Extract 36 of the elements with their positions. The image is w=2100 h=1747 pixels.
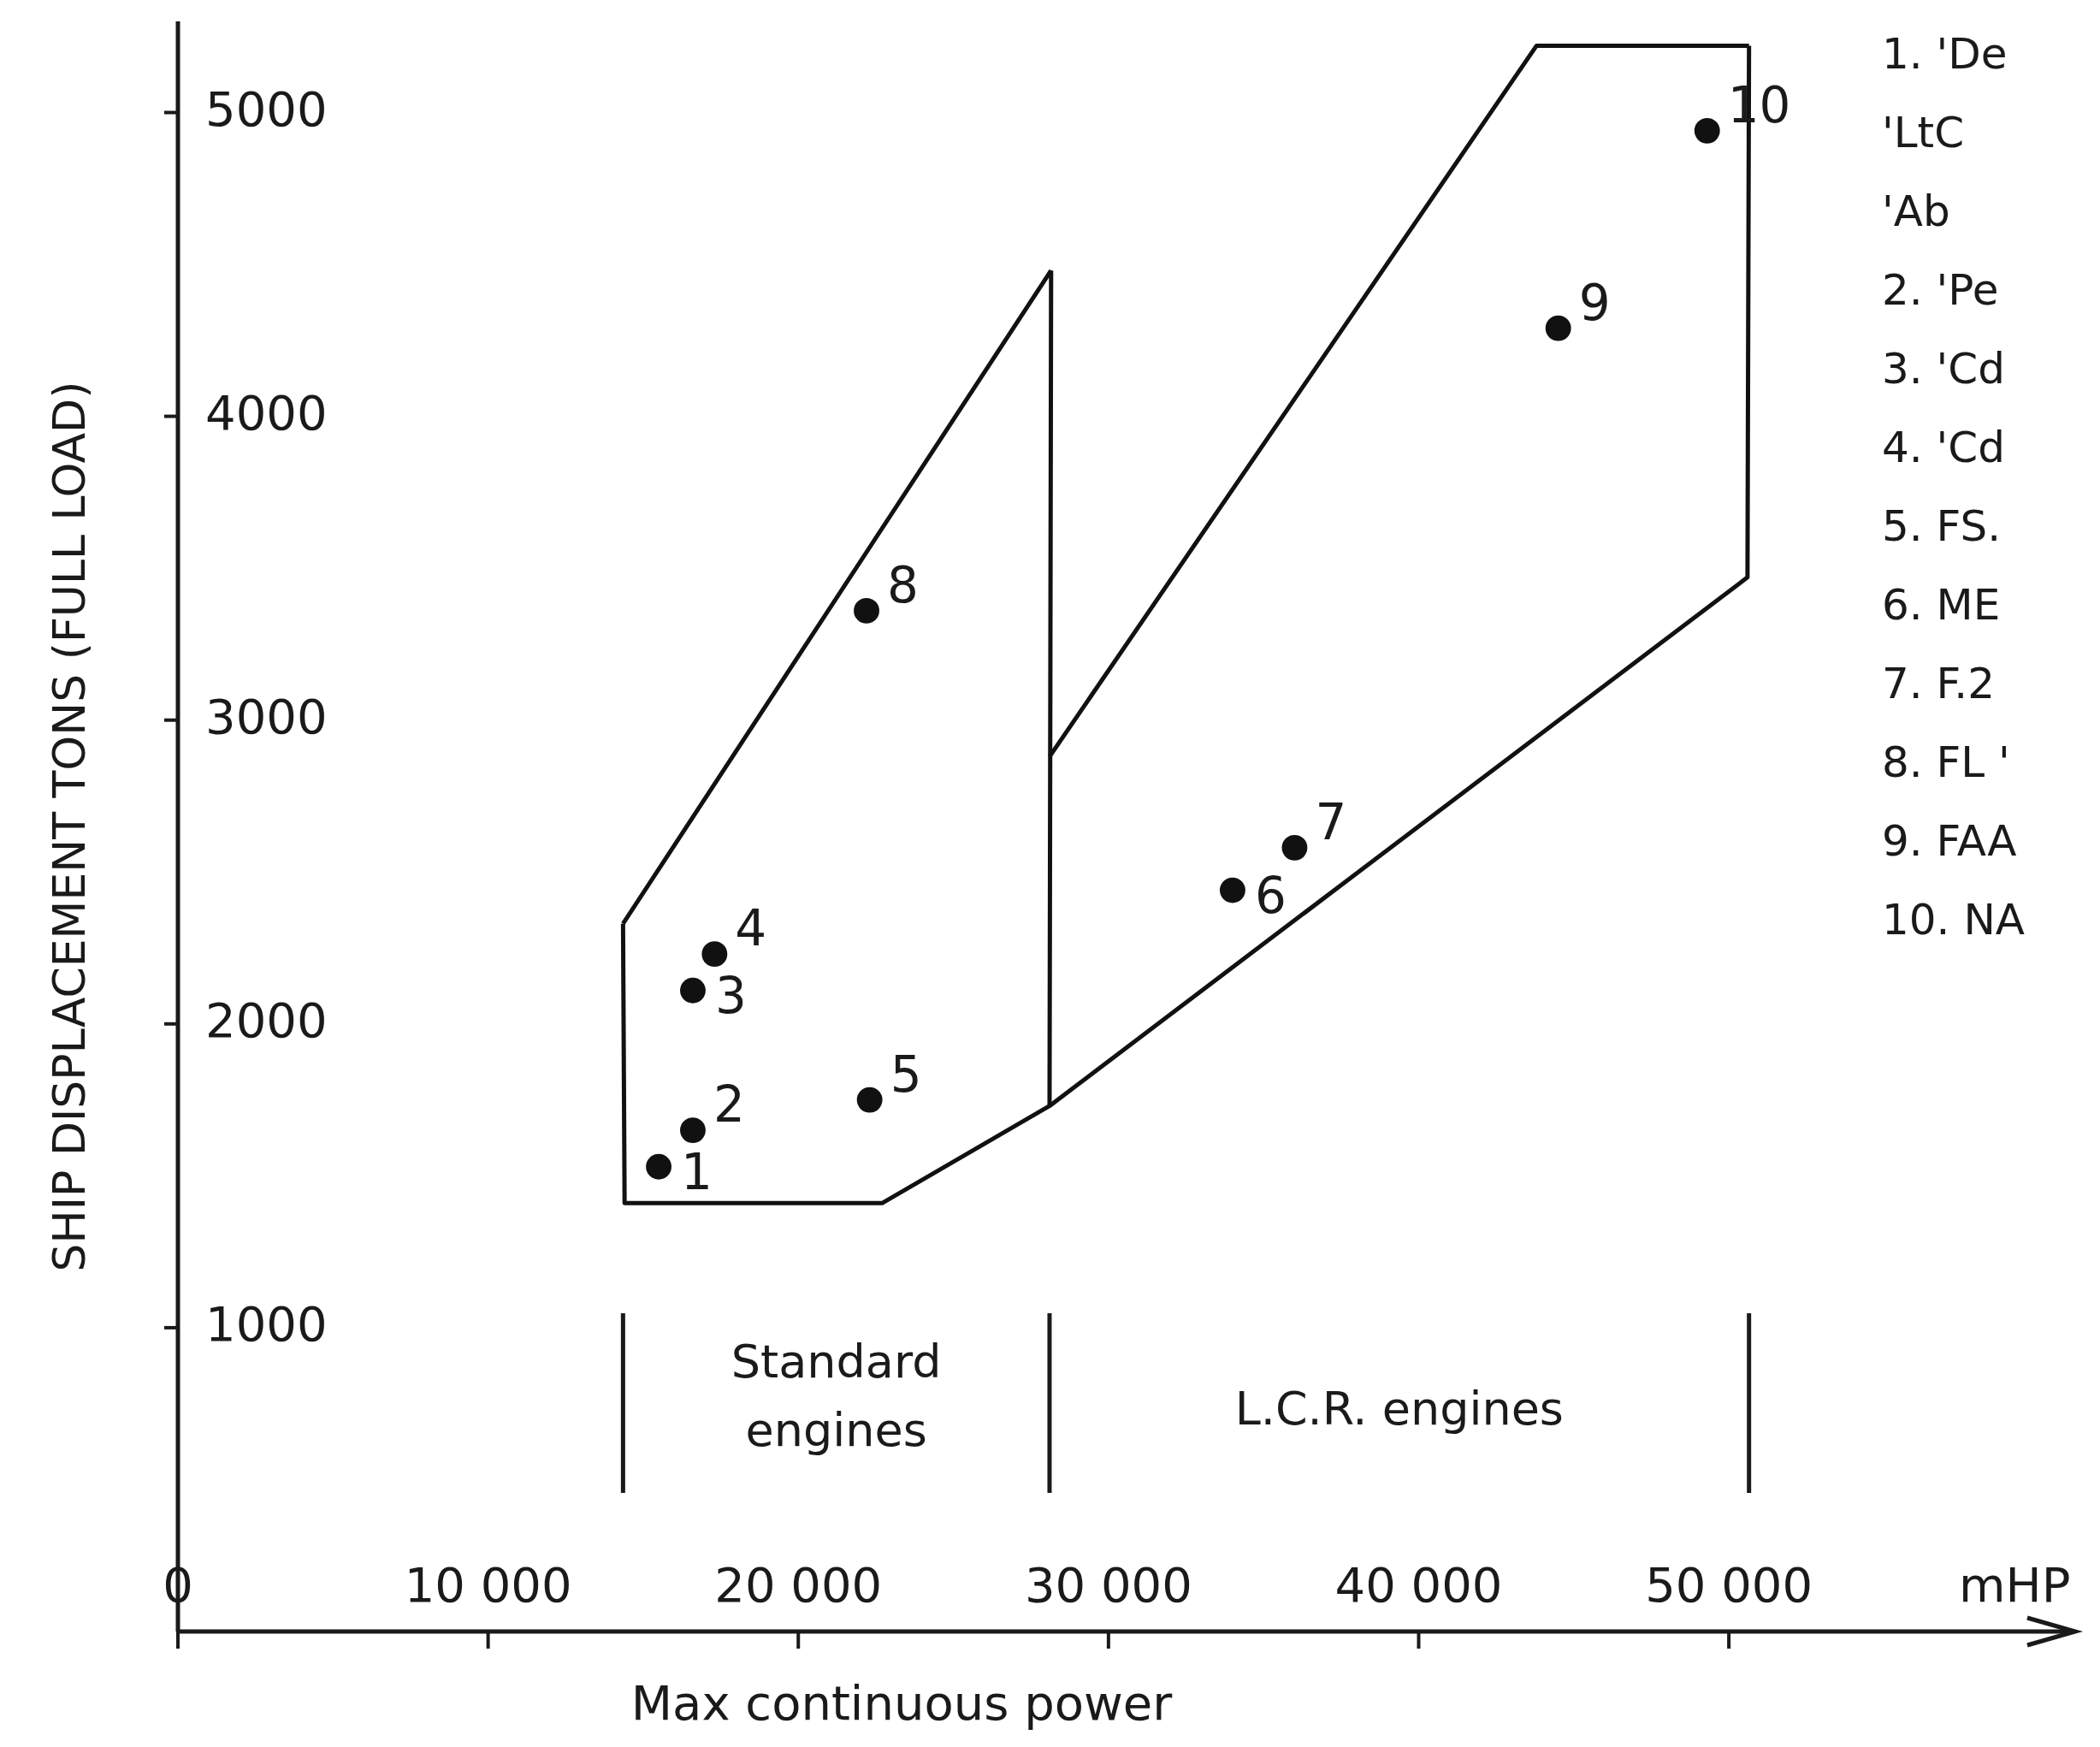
annotation: 2. 'Pe — [1882, 265, 1999, 315]
annotation: mHP — [1959, 1557, 2071, 1613]
annotation: 9. FAA — [1882, 816, 2017, 866]
annotation: 10. NA — [1882, 895, 2026, 945]
annotation: 4. 'Cd — [1882, 423, 2005, 472]
annotation: 8 — [887, 555, 919, 614]
x-tick-label: 50 000 — [1645, 1557, 1813, 1613]
annotation: 6. ME — [1882, 580, 2001, 630]
x-axis-title: Max continuous power — [630, 1675, 1174, 1731]
annotation: 6 — [1254, 866, 1287, 925]
y-tick-label: 5000 — [205, 80, 328, 137]
annotation: 1 — [681, 1142, 713, 1201]
annotation: L.C.R. engines — [1234, 1382, 1565, 1436]
annotation: 'Ab — [1882, 187, 1950, 236]
annotation: 1. 'De — [1882, 29, 2008, 79]
annotation: 3 — [714, 966, 747, 1025]
y-tick-label: 1000 — [205, 1296, 328, 1353]
x-tick-label: 40 000 — [1334, 1557, 1503, 1613]
x-tick-label: 10 000 — [404, 1557, 572, 1613]
annotation: 7. F.2 — [1882, 659, 1996, 708]
y-tick-label: 3000 — [205, 688, 328, 744]
annotation: 8. FL ' — [1882, 737, 2010, 787]
annotation: 3. 'Cd — [1882, 344, 2005, 394]
x-tick-label: 20 000 — [714, 1557, 883, 1613]
annotation: 'LtC — [1882, 108, 1965, 157]
annotation: Standard engines — [731, 1335, 942, 1457]
annotation: 4 — [735, 899, 767, 958]
annotation: 7 — [1315, 792, 1347, 851]
x-tick-label: 30 000 — [1024, 1557, 1192, 1613]
annotation: 5. FS. — [1882, 501, 2002, 551]
annotation: 5 — [890, 1045, 922, 1104]
y-axis-title: SHIP DISPLACEMENT TONS (FULL LOAD) — [44, 381, 95, 1272]
annotation: 2 — [713, 1075, 745, 1134]
y-tick-label: 2000 — [205, 992, 328, 1048]
y-tick-label: 4000 — [205, 384, 328, 441]
annotation: 9 — [1578, 273, 1611, 332]
